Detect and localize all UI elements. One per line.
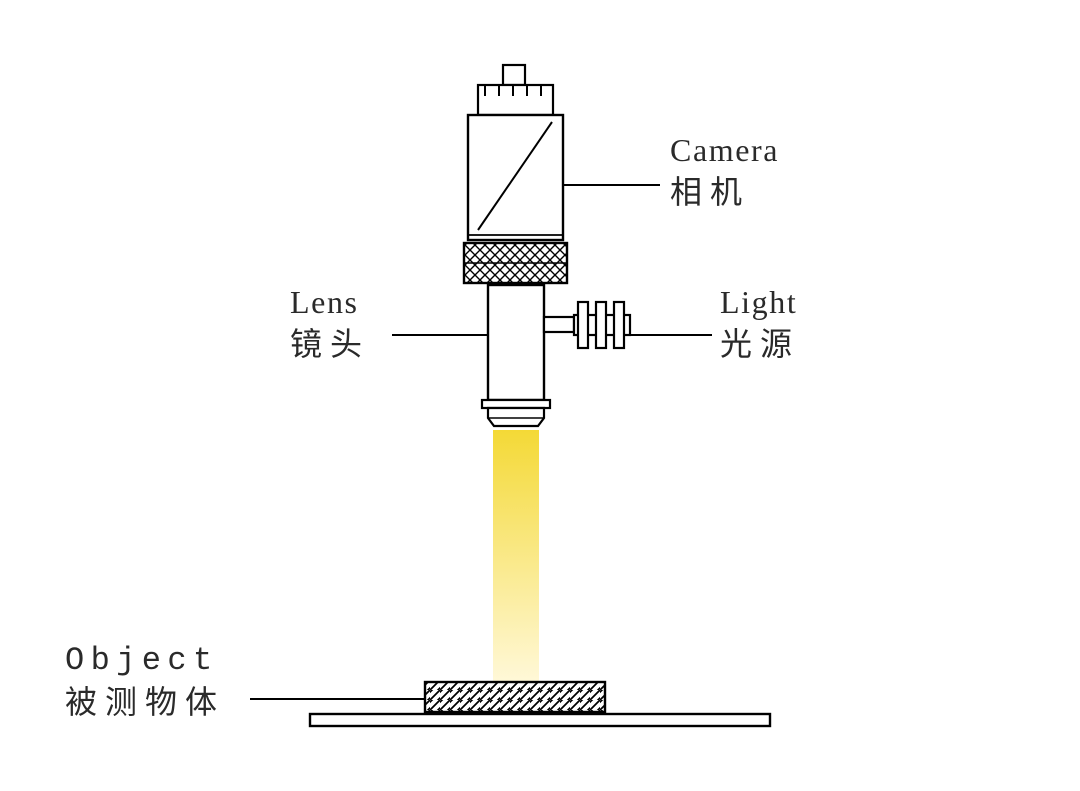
label-light: Light 光源 bbox=[720, 282, 800, 365]
object-block bbox=[425, 682, 605, 712]
light-beam bbox=[493, 430, 539, 682]
label-camera: Camera 相机 bbox=[670, 130, 779, 213]
label-lens-en: Lens bbox=[290, 282, 370, 324]
label-camera-en: Camera bbox=[670, 130, 779, 172]
camera-connector bbox=[503, 65, 525, 85]
label-object-en: Object bbox=[65, 640, 225, 682]
label-camera-zh: 相机 bbox=[670, 172, 779, 214]
camera-body-main bbox=[468, 115, 563, 240]
label-light-en: Light bbox=[720, 282, 800, 324]
lens-flange bbox=[482, 400, 550, 408]
base-plate bbox=[310, 714, 770, 726]
lens-tip bbox=[488, 408, 544, 426]
light-stem bbox=[544, 317, 574, 332]
label-lens: Lens 镜头 bbox=[290, 282, 370, 365]
lens-tube bbox=[488, 285, 544, 400]
label-lens-zh: 镜头 bbox=[290, 324, 370, 366]
label-object-zh: 被测物体 bbox=[65, 682, 225, 724]
label-object: Object 被测物体 bbox=[65, 640, 225, 723]
light-body bbox=[574, 302, 630, 348]
label-light-zh: 光源 bbox=[720, 324, 800, 366]
